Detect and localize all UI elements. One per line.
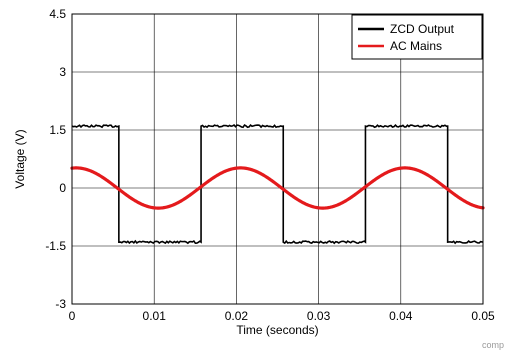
x-axis-label: Time (seconds) — [236, 323, 318, 337]
legend-label-ac-mains: AC Mains — [390, 39, 442, 53]
x-tick-label: 0.05 — [471, 309, 495, 323]
y-tick-label: 0 — [59, 181, 66, 195]
x-tick-label: 0.04 — [389, 309, 413, 323]
watermark-text: comp — [482, 340, 504, 350]
legend-label-zcd-output: ZCD Output — [390, 22, 455, 36]
legend-box — [351, 14, 483, 60]
series-line-zcd-output — [71, 124, 484, 245]
x-tick-label: 0 — [69, 309, 76, 323]
y-axis-label: Voltage (V) — [13, 129, 27, 188]
y-tick-label: -1.5 — [45, 239, 66, 253]
plot-area — [70, 124, 485, 245]
y-tick-label: 4.5 — [49, 7, 66, 21]
x-axis: 0 0.01 0.02 0.03 0.04 0.05 — [69, 309, 495, 323]
x-tick-label: 0.01 — [143, 309, 167, 323]
plot-frame — [71, 13, 484, 305]
series-line-ac-mains — [70, 166, 485, 210]
y-tick-label: -3 — [55, 297, 66, 311]
grid — [72, 14, 483, 304]
y-axis: -3 -1.5 0 1.5 3 4.5 — [45, 7, 66, 311]
y-tick-label: 1.5 — [49, 123, 66, 137]
legend: ZCD Output AC Mains — [351, 14, 483, 60]
y-tick-label: 3 — [59, 65, 66, 79]
x-tick-label: 0.02 — [225, 309, 249, 323]
x-tick-label: 0.03 — [307, 309, 331, 323]
